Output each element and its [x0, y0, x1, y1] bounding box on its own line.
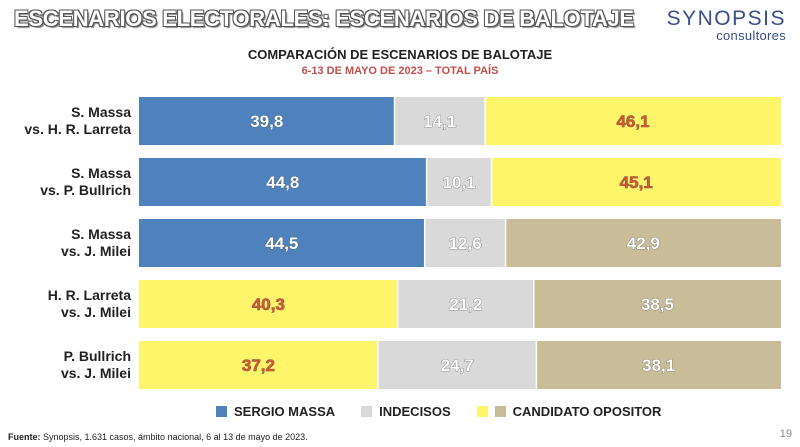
chart-subtitle: 6-13 DE MAYO DE 2023 – TOTAL PAÍS [301, 65, 499, 77]
bar-segment [397, 280, 534, 328]
data-label: 12,6 [449, 234, 482, 253]
logo-name: SYNOPSIS [666, 7, 786, 30]
bar-segment [485, 97, 781, 145]
row-label-line2: vs. H. R. Larreta [24, 121, 131, 137]
data-label: 42,9 [627, 234, 660, 253]
legend-label-opositor: CANDIDATO OPOSITOR [512, 404, 662, 419]
bar-segment [139, 219, 425, 267]
data-label: 37,2 [242, 356, 275, 375]
row-label-line2: vs. J. Milei [61, 365, 131, 381]
source-note: Fuente: Synopsis, 1.631 casos, ámbito na… [8, 432, 308, 442]
bar-segment [505, 219, 781, 267]
data-label: 24,7 [441, 356, 474, 375]
legend-swatch-indecisos [361, 406, 373, 417]
row-label-line1: H. R. Larreta [48, 287, 131, 303]
data-label: 38,5 [641, 295, 674, 314]
data-label: 45,1 [620, 173, 653, 192]
data-label: 44,8 [266, 173, 299, 192]
legend-label-massa: SERGIO MASSA [234, 404, 336, 419]
data-label: 39,8 [250, 112, 283, 131]
data-label: 14,1 [423, 112, 456, 131]
bar-segment [139, 158, 427, 206]
source-text: Synopsis, 1.631 casos, ámbito nacional, … [40, 432, 308, 442]
legend-item-indecisos: INDECISOS [361, 404, 451, 419]
bar-segment [536, 341, 781, 389]
row-label-line2: vs. J. Milei [61, 243, 131, 259]
page-number: 19 [779, 428, 792, 440]
data-label: 46,1 [616, 112, 649, 131]
bar-segment [377, 341, 537, 389]
data-label: 40,3 [252, 295, 285, 314]
data-label: 44,5 [265, 234, 298, 253]
data-label: 21,2 [449, 295, 482, 314]
bar-segment [426, 158, 492, 206]
bar-segment [139, 341, 378, 389]
chart-legend: SERGIO MASSA INDECISOS CANDIDATO OPOSITO… [216, 404, 687, 419]
bar-segment [139, 97, 395, 145]
bar-segment [424, 219, 506, 267]
synopsis-logo: SYNOPSIS consultores [667, 8, 786, 42]
legend-swatch-massa [216, 406, 227, 417]
chart-title: COMPARACIÓN DE ESCENARIOS DE BALOTAJE [247, 47, 553, 62]
bar-segment [533, 280, 781, 328]
row-label-line1: S. Massa [71, 226, 131, 242]
legend-swatch-opositor-khaki [494, 406, 506, 417]
legend-item-opositor: CANDIDATO OPOSITOR [476, 404, 662, 419]
page-title: ESCENARIOS ELECTORALES: ESCENARIOS DE BA… [14, 6, 634, 31]
row-label-line2: vs. P. Bullrich [40, 182, 131, 198]
bar-segment [394, 97, 486, 145]
bar-segment [491, 158, 781, 206]
row-label-line1: P. Bullrich [64, 348, 131, 364]
row-label-line2: vs. J. Milei [61, 304, 131, 320]
legend-label-indecisos: INDECISOS [379, 404, 451, 419]
row-label-line1: S. Massa [71, 165, 131, 181]
data-label: 10,1 [442, 173, 475, 192]
row-label-line1: S. Massa [71, 104, 131, 120]
bar-segment [139, 280, 398, 328]
legend-item-massa: SERGIO MASSA [216, 404, 335, 419]
source-label: Fuente: [8, 432, 41, 442]
logo-subtitle: consultores [716, 28, 786, 43]
legend-swatch-opositor-yellow [476, 406, 488, 417]
data-label: 38,1 [642, 356, 675, 375]
